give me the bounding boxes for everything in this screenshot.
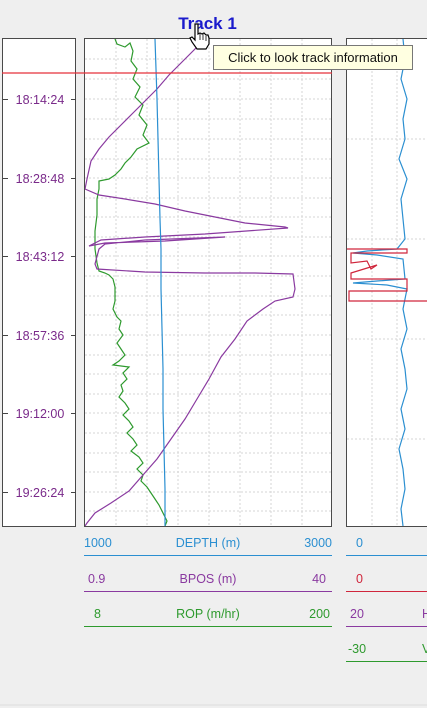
time-tick bbox=[71, 178, 76, 179]
bpos-curve bbox=[85, 39, 296, 526]
time-tick bbox=[71, 413, 76, 414]
time-label: 18:43:12 bbox=[15, 250, 65, 264]
bpos-scale-name: BPOS (m) bbox=[179, 572, 237, 586]
rop-scale[interactable]: 8 ROP (m/hr) 200 bbox=[84, 607, 332, 631]
track1-curves bbox=[85, 39, 331, 526]
grid bbox=[85, 39, 331, 526]
track1-plot[interactable] bbox=[84, 38, 332, 527]
track2-scale-1[interactable]: 0 bbox=[346, 536, 427, 560]
bpos-scale-min: 0.9 bbox=[88, 572, 106, 586]
hand-pointer-icon bbox=[189, 23, 210, 50]
rop-scale-min: 8 bbox=[94, 607, 101, 621]
track2-scale-3-name: H bbox=[422, 607, 427, 621]
time-label: 19:12:00 bbox=[15, 407, 65, 421]
bpos-scale-max: 40 bbox=[312, 572, 326, 586]
time-tick bbox=[3, 178, 8, 179]
track2-scale-4[interactable]: -30 V bbox=[346, 642, 427, 666]
time-tick bbox=[3, 99, 8, 100]
time-label: 18:14:24 bbox=[15, 93, 65, 107]
track2-red-curve bbox=[347, 248, 427, 302]
depth-scale-name: DEPTH (m) bbox=[175, 536, 241, 550]
time-tick bbox=[71, 335, 76, 336]
depth-scale[interactable]: 1000 DEPTH (m) 3000 bbox=[84, 536, 332, 560]
time-tick bbox=[3, 492, 8, 493]
time-tick bbox=[3, 413, 8, 414]
track2-scale-4-min: -30 bbox=[348, 642, 367, 656]
track2-scale-3-min: 20 bbox=[350, 607, 364, 621]
rop-scale-name: ROP (m/hr) bbox=[176, 607, 240, 621]
track-title[interactable]: Track 1 bbox=[178, 14, 237, 33]
track2-plot[interactable] bbox=[346, 38, 427, 527]
bpos-scale[interactable]: 0.9 BPOS (m) 40 bbox=[84, 572, 332, 596]
time-label: 19:26:24 bbox=[15, 486, 65, 500]
rop-scale-max: 200 bbox=[309, 607, 330, 621]
time-tick bbox=[3, 335, 8, 336]
time-tick bbox=[71, 256, 76, 257]
rop-curve bbox=[94, 39, 168, 526]
track2-curves bbox=[347, 39, 427, 526]
depth-scale-min: 1000 bbox=[84, 536, 112, 550]
time-tick bbox=[71, 492, 76, 493]
track2-scale-2-min: 0 bbox=[356, 572, 363, 586]
track2-scale-1-min: 0 bbox=[356, 536, 363, 550]
track-tooltip: Click to look track information bbox=[213, 45, 413, 70]
time-label: 18:28:48 bbox=[15, 172, 65, 186]
depth-curve bbox=[154, 39, 166, 526]
time-tick bbox=[71, 99, 76, 100]
track2-scale-3[interactable]: 20 H bbox=[346, 607, 427, 631]
track2-scale-2[interactable]: 0 bbox=[346, 572, 427, 596]
time-axis-panel: 18:14:24 18:28:48 18:43:12 18:57:36 19:1… bbox=[2, 38, 76, 527]
time-tick bbox=[3, 256, 8, 257]
time-label: 18:57:36 bbox=[15, 329, 65, 343]
depth-scale-max: 3000 bbox=[304, 536, 332, 550]
track2-scale-4-name: V bbox=[422, 642, 427, 656]
